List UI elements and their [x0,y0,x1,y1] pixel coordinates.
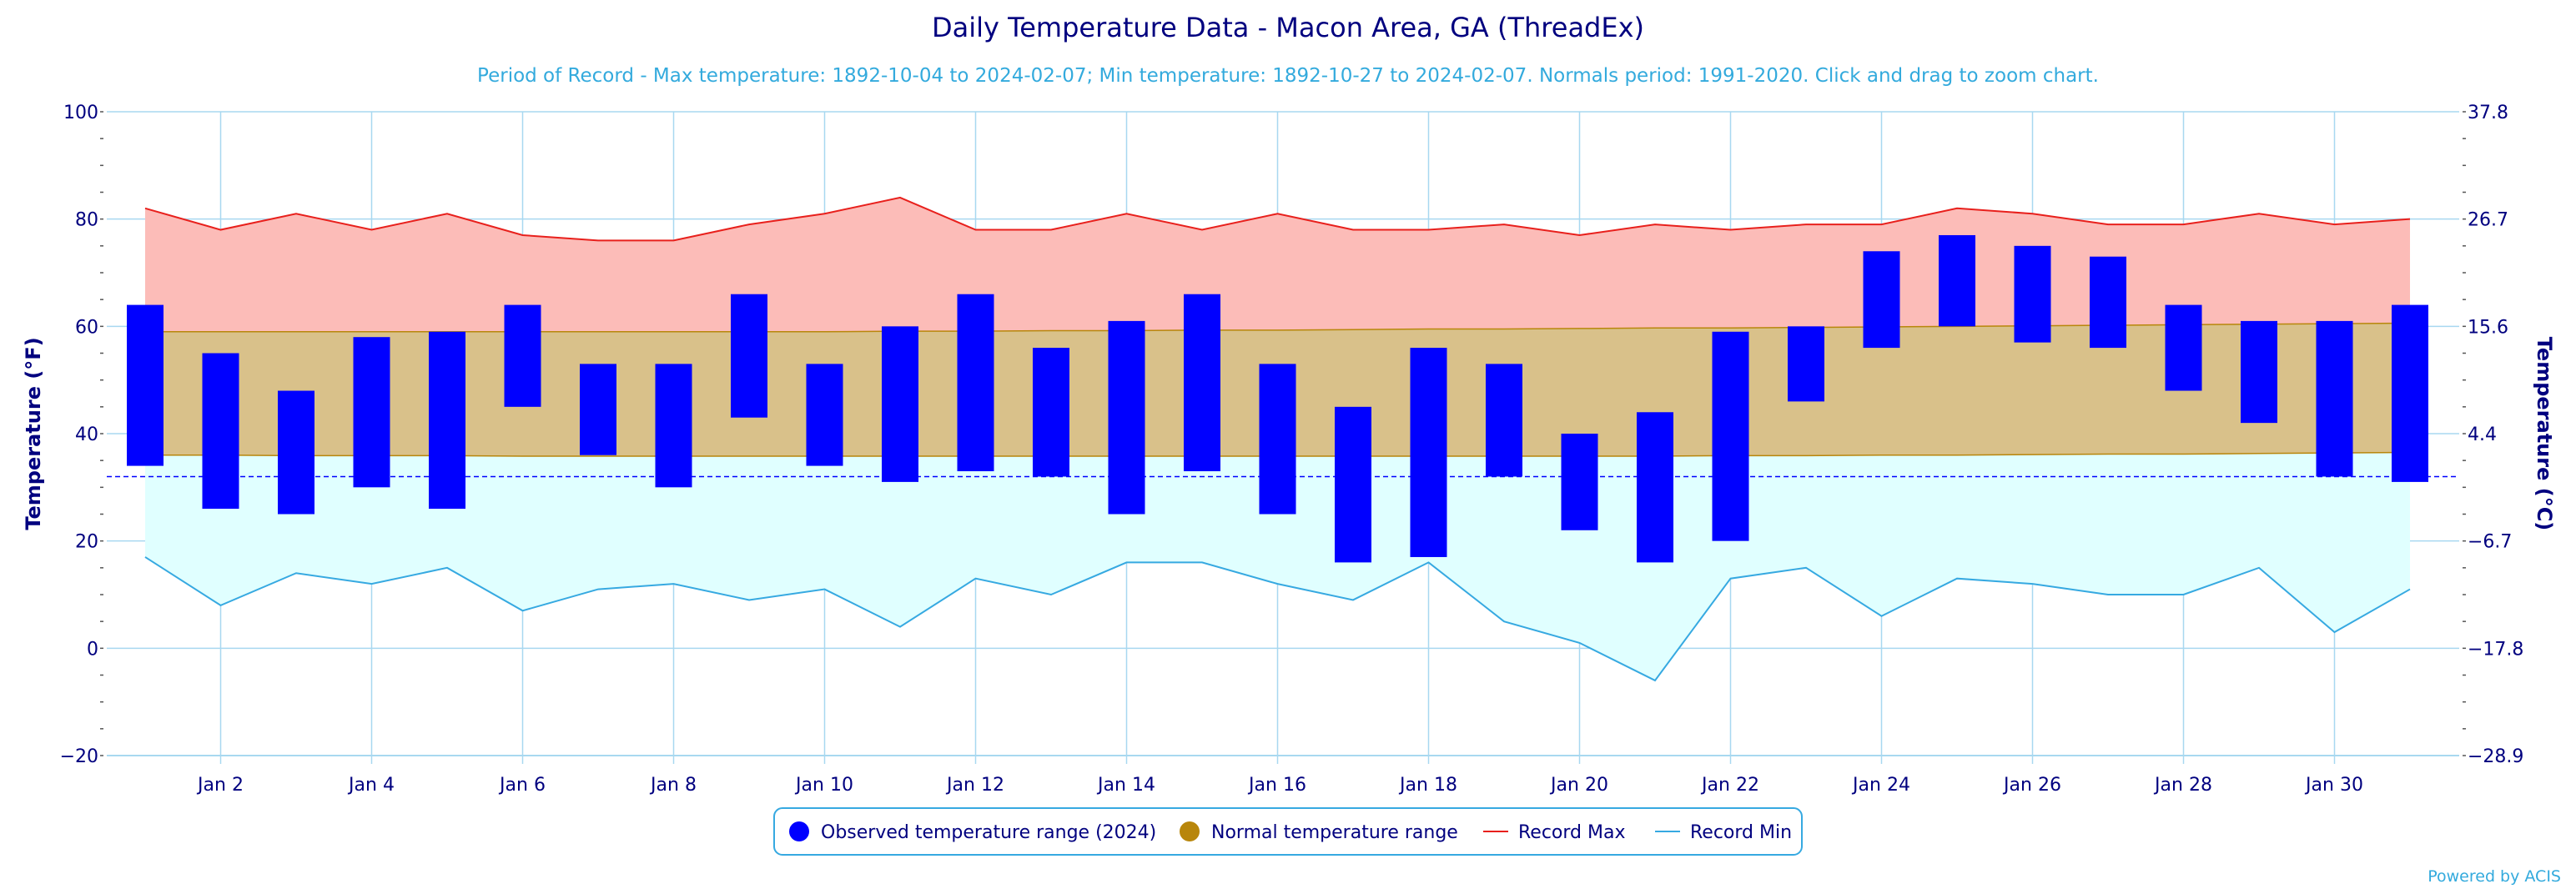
normal-legend-marker [1180,821,1200,841]
observed-bar [2165,304,2202,391]
axes: 100 37.8 80 26.7 60 15.6 40 4.4 20 −6.7 0 −17.8 −20 −… [60,103,2524,796]
y-tick-label-left: 20 [75,532,98,553]
y-axis-label-right: Temperature (°C) [2533,337,2556,531]
x-tick-label: Jan 4 [347,775,395,796]
chart-title: Daily Temperature Data - Macon Area, GA … [932,12,1644,43]
observed-bar [655,364,692,488]
observed-bar [731,294,767,418]
x-tick-label: Jan 10 [794,775,853,796]
observed-bar [1335,406,1371,563]
observed-bar [504,304,541,407]
x-tick-label: Jan 14 [1096,775,1155,796]
observed-bar [1033,348,1069,477]
y-tick-label-right: 37.8 [2468,103,2508,123]
y-tick-label-left: 40 [75,424,98,445]
observed-bar [1259,364,1296,515]
legend-label-normal: Normal temperature range [1211,822,1458,843]
observed-bar [957,294,994,472]
observed-bar [2241,320,2277,424]
record-min-line [144,556,2411,682]
y-tick-label-left: 0 [87,639,98,660]
observed-bar [1561,434,1598,530]
legend-item-record-min[interactable]: Record Min [1655,822,1792,843]
y-axis-label-left: Temperature (°F) [22,337,45,530]
observed-bar [202,353,239,510]
x-tick-label: Jan 28 [2153,775,2212,796]
record-max-area [145,197,2410,332]
x-tick-label: Jan 26 [2002,775,2061,796]
legend-label-observed: Observed temperature range (2024) [821,822,1156,843]
observed-bar [1410,348,1447,557]
observed-bar [429,331,465,510]
observed-legend-marker [789,821,809,841]
legend-label-record-max: Record Max [1518,822,1626,843]
observed-bar [278,390,314,515]
observed-bar [882,326,918,482]
x-tick-label: Jan 16 [1247,775,1306,796]
y-tick-label-right: 26.7 [2468,210,2508,231]
observed-bar [2014,245,2051,343]
x-tick-label: Jan 8 [649,775,697,796]
observed-bar [806,364,843,466]
legend[interactable]: Observed temperature range (2024) Normal… [773,807,1803,856]
x-tick-label: Jan 30 [2304,775,2363,796]
y-tick-label-right: −6.7 [2468,532,2512,553]
observed-bar [1637,412,1673,563]
record-min-area [145,452,2410,681]
observed-bar [1712,331,1749,541]
observed-bar [1863,251,1900,349]
legend-label-record-min: Record Min [1690,822,1792,843]
observed-bar [1184,294,1220,472]
y-tick-label-left: 100 [63,103,98,123]
chart-subtitle: Period of Record - Max temperature: 1892… [477,65,2099,87]
x-tick-label: Jan 24 [1851,775,1910,796]
observed-bar [1108,320,1145,515]
y-tick-label-left: 60 [75,317,98,338]
observed-bar [127,304,164,466]
legend-item-record-max[interactable]: Record Max [1483,822,1626,843]
y-tick-label-left: −20 [60,746,98,767]
record-max-line [144,196,2411,242]
y-tick-label-right: 15.6 [2468,317,2508,338]
observed-bar [1486,364,1522,477]
legend-item-normal[interactable]: Normal temperature range [1180,821,1458,843]
x-tick-label: Jan 6 [498,775,546,796]
observed-bar [2392,304,2428,482]
x-tick-label: Jan 22 [1700,775,1759,796]
x-tick-label: Jan 12 [945,775,1004,796]
x-tick-label: Jan 18 [1398,775,1457,796]
y-tick-label-right: 4.4 [2468,424,2497,445]
legend-item-observed[interactable]: Observed temperature range (2024) [789,821,1156,843]
observed-bars [127,234,2428,563]
observed-bar [353,337,390,488]
observed-bar [2316,320,2353,477]
observed-bar [1788,326,1824,402]
observed-bar [1939,234,1975,327]
credit-link[interactable]: Powered by ACIS [2428,867,2561,886]
y-tick-label-right: −28.9 [2468,746,2523,767]
observed-bar [2090,256,2126,349]
legend-box [773,807,1803,856]
y-tick-label-left: 80 [75,210,98,231]
observed-bar [580,364,616,455]
x-tick-label: Jan 20 [1549,775,1608,796]
x-tick-label: Jan 2 [196,775,244,796]
y-tick-label-right: −17.8 [2468,639,2523,660]
